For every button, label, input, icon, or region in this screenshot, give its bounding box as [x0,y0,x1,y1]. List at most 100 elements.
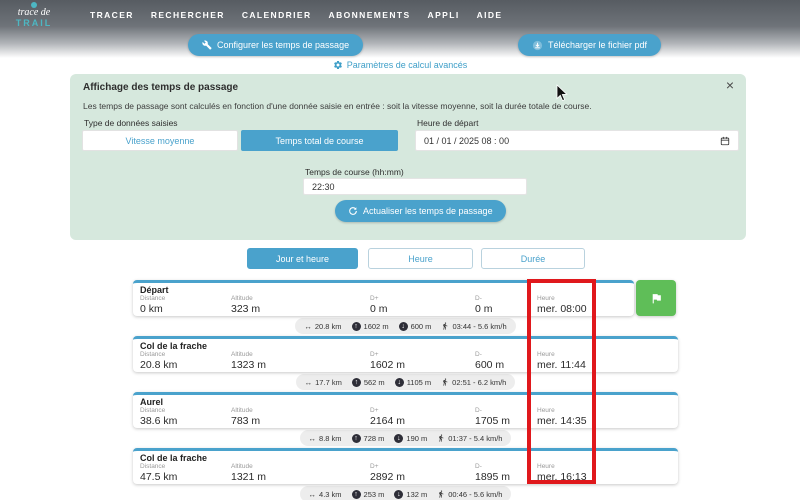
horizontal-arrow-icon: ↔ [304,377,313,387]
horizontal-arrow-icon: ↔ [308,489,317,499]
heure-value: mer. 14:35 [537,415,587,427]
descent-icon: ↓ [394,433,404,443]
descent-icon: ↓ [394,377,404,387]
nav-item-appli[interactable]: APPLI [427,10,460,20]
horizontal-arrow-icon: ↔ [308,433,317,443]
view-toggle-day-hour[interactable]: Jour et heure [247,248,358,269]
distance-value: 20.8 km [140,359,178,371]
update-times-label: Actualiser les temps de passage [363,206,493,216]
download-pdf-button[interactable]: Télécharger le fichier pdf [518,34,662,56]
download-icon [532,40,543,51]
segment-stats: ↔ 17.7 km ↑ 562 m ↓ 1105 m 02:51 - 6.2 km/h [295,374,516,390]
runner-icon [441,378,449,386]
altitude-value: 1323 m [231,359,267,371]
view-toggle-hour[interactable]: Heure [368,248,473,269]
altitude-label: Altitude [231,351,253,358]
configure-times-button[interactable]: Configurer les temps de passage [188,34,364,56]
waypoint-card-aurel[interactable]: Aurel Distance 38.6 km Altitude 783 m D+ 21… [133,392,678,428]
distance-label: Distance [140,351,166,358]
flag-button[interactable] [636,280,676,316]
close-icon[interactable]: × [725,77,734,93]
race-duration-value: 22:30 [312,181,335,192]
nav-item-abonnements[interactable]: ABONNEMENTS [328,10,411,20]
heure-label: Heure [537,295,555,302]
altitude-value: 783 m [231,415,261,427]
configure-times-label: Configurer les temps de passage [217,40,350,50]
calendar-icon[interactable] [720,136,730,146]
nav-item-tracer[interactable]: TRACER [90,10,134,20]
runner-icon [437,490,445,498]
descent-icon: ↓ [394,489,404,499]
panel-description: Les temps de passage sont calculés en fo… [83,101,592,111]
dplus-value: 0 m [370,303,388,315]
brand-logo[interactable]: trace de TRAIL [8,1,60,28]
waypoint-name: Aurel [140,397,164,407]
descent-icon: ↓ [398,321,408,331]
nav-item-rechercher[interactable]: RECHERCHER [150,10,225,20]
dplus-label: D+ [370,351,379,358]
nav-item-aide[interactable]: AIDE [476,10,503,20]
nav-item-calendrier[interactable]: CALENDRIER [241,10,312,20]
dminus-value: 1895 m [475,471,511,483]
main-menu: TRACER RECHERCHER CALENDRIER ABONNEMENTS… [90,10,503,20]
altitude-label: Altitude [231,295,253,302]
gear-icon [333,60,343,70]
logo-trail-text: TRAIL [15,18,53,28]
dminus-value: 600 m [475,359,505,371]
distance-value: 38.6 km [140,415,178,427]
panel-title: Affichage des temps de passage [83,82,239,93]
distance-value: 0 km [140,303,163,315]
logo-script-text: trace de [17,7,51,18]
segment-stats: ↔ 4.3 km ↑ 253 m ↓ 132 m 00:46 - 5.6 km/h [299,486,512,500]
top-navigation-bar [0,0,800,58]
ascent-icon: ↑ [351,433,361,443]
runner-icon [441,322,449,330]
heure-value: mer. 08:00 [537,303,587,315]
download-pdf-label: Télécharger le fichier pdf [548,40,648,50]
data-type-label: Type de données saisies [84,118,178,128]
waypoint-card-col-de-la-frache-2[interactable]: Col de la frache Distance 47.5 km Altitud… [133,448,678,484]
start-datetime-value: 01 / 01 / 2025 08 : 00 [424,135,510,146]
race-duration-label: Temps de course (hh:mm) [305,167,404,177]
advanced-settings-link[interactable]: Paramètres de calcul avancés [0,60,800,70]
dminus-value: 0 m [475,303,493,315]
advanced-settings-label: Paramètres de calcul avancés [346,60,468,70]
dminus-label: D- [475,407,482,414]
passage-times-panel: Affichage des temps de passage × Les tem… [70,74,746,240]
dplus-label: D+ [370,407,379,414]
wrench-icon [202,40,212,50]
altitude-label: Altitude [231,407,253,414]
start-time-label: Heure de départ [417,118,479,128]
average-speed-toggle[interactable]: Vitesse moyenne [82,130,238,151]
heure-label: Heure [537,351,555,358]
dplus-value: 1602 m [370,359,406,371]
altitude-value: 323 m [231,303,261,315]
total-time-toggle[interactable]: Temps total de course [241,130,398,151]
segment-stats: ↔ 20.8 km ↑ 1602 m ↓ 600 m 03:44 - 5.6 km/h [295,318,516,334]
flag-icon [650,292,663,305]
dplus-label: D+ [370,463,379,470]
waypoint-card-depart[interactable]: Départ Distance 0 km Altitude 323 m D+ 0 m … [133,280,676,316]
dminus-label: D- [475,295,482,302]
altitude-value: 1321 m [231,471,267,483]
ascent-icon: ↑ [351,489,361,499]
heure-value: mer. 11:44 [537,359,586,371]
waypoint-card-col-de-la-frache[interactable]: Col de la frache Distance 20.8 km Altitud… [133,336,678,372]
heure-label: Heure [537,463,555,470]
update-times-button[interactable]: Actualiser les temps de passage [335,200,506,222]
race-duration-input[interactable]: 22:30 [303,178,527,195]
logo-dot-icon [31,2,37,8]
waypoint-list: Départ Distance 0 km Altitude 323 m D+ 0 m … [133,280,678,500]
heure-value: mer. 16:13 [537,471,587,483]
refresh-icon [348,206,358,216]
altitude-label: Altitude [231,463,253,470]
dplus-value: 2164 m [370,415,406,427]
distance-label: Distance [140,295,166,302]
segment-stats: ↔ 8.8 km ↑ 728 m ↓ 190 m 01:37 - 5.4 km/h [299,430,512,446]
start-datetime-input[interactable]: 01 / 01 / 2025 08 : 00 [415,130,739,151]
view-toggle-duration[interactable]: Durée [481,248,585,269]
waypoint-name: Départ [140,285,169,295]
dminus-label: D- [475,351,482,358]
distance-label: Distance [140,463,166,470]
